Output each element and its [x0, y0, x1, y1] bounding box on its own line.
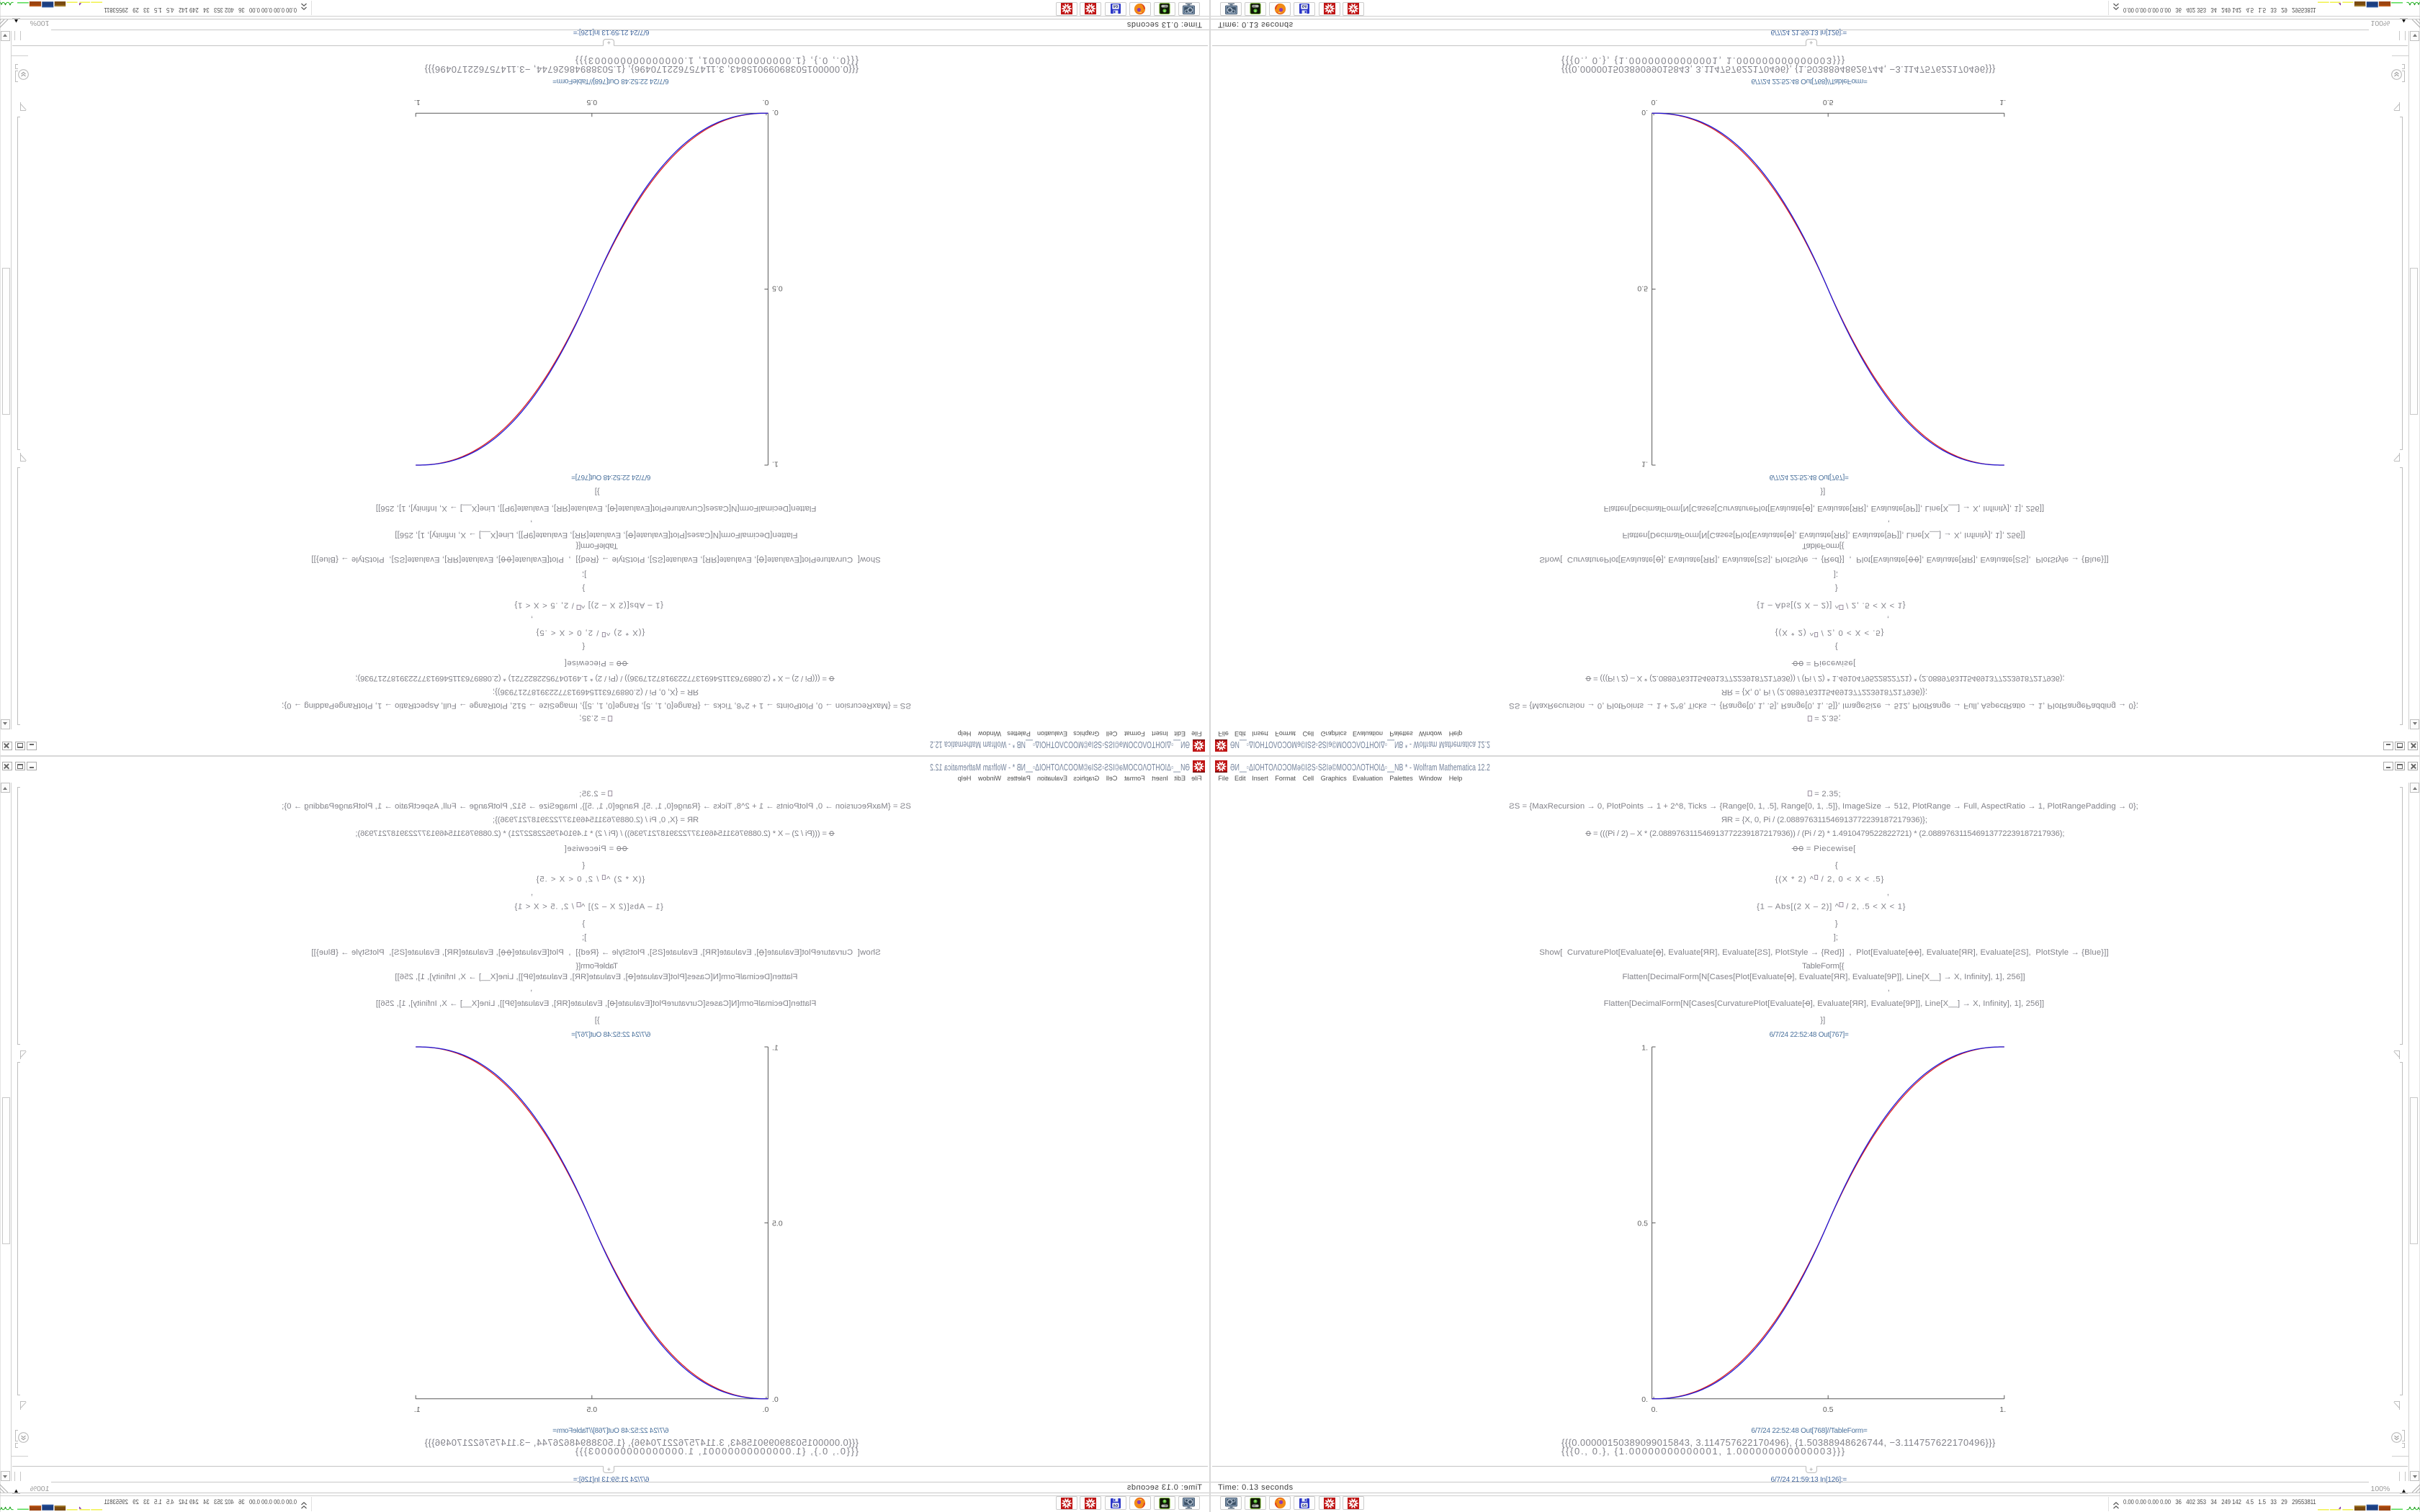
- svg-text:0.: 0.: [1641, 108, 1648, 117]
- svg-text:0.: 0.: [763, 98, 769, 107]
- svg-text:0.: 0.: [1652, 98, 1658, 107]
- svg-text:64: 64: [1113, 4, 1118, 9]
- svg-text:1.: 1.: [772, 1044, 779, 1053]
- svg-text:64: 64: [1113, 1503, 1118, 1508]
- svg-text:0.: 0.: [763, 1405, 769, 1414]
- svg-text:0.5: 0.5: [1637, 284, 1648, 293]
- svg-text:0.5: 0.5: [772, 1219, 783, 1228]
- svg-text:0.5: 0.5: [772, 284, 783, 293]
- svg-text:64: 64: [1302, 1503, 1307, 1508]
- svg-text:1.: 1.: [1641, 460, 1648, 469]
- svg-text:0.5: 0.5: [586, 1405, 597, 1414]
- svg-text:0.5: 0.5: [1823, 1405, 1834, 1414]
- svg-text:0.: 0.: [1652, 1405, 1658, 1414]
- svg-text:0.5: 0.5: [1637, 1219, 1648, 1228]
- svg-text:0.: 0.: [772, 1395, 779, 1404]
- svg-text:1.: 1.: [1999, 98, 2006, 107]
- svg-text:0.: 0.: [772, 108, 779, 117]
- svg-text:1.: 1.: [414, 98, 421, 107]
- svg-text:1.: 1.: [414, 1405, 421, 1414]
- svg-text:1.: 1.: [1999, 1405, 2006, 1414]
- svg-text:1.: 1.: [772, 460, 779, 469]
- svg-text:1.: 1.: [1641, 1044, 1648, 1053]
- svg-text:64: 64: [1302, 4, 1307, 9]
- svg-text:0.: 0.: [1641, 1395, 1648, 1404]
- svg-text:0.5: 0.5: [586, 98, 597, 107]
- svg-text:0.5: 0.5: [1823, 98, 1834, 107]
